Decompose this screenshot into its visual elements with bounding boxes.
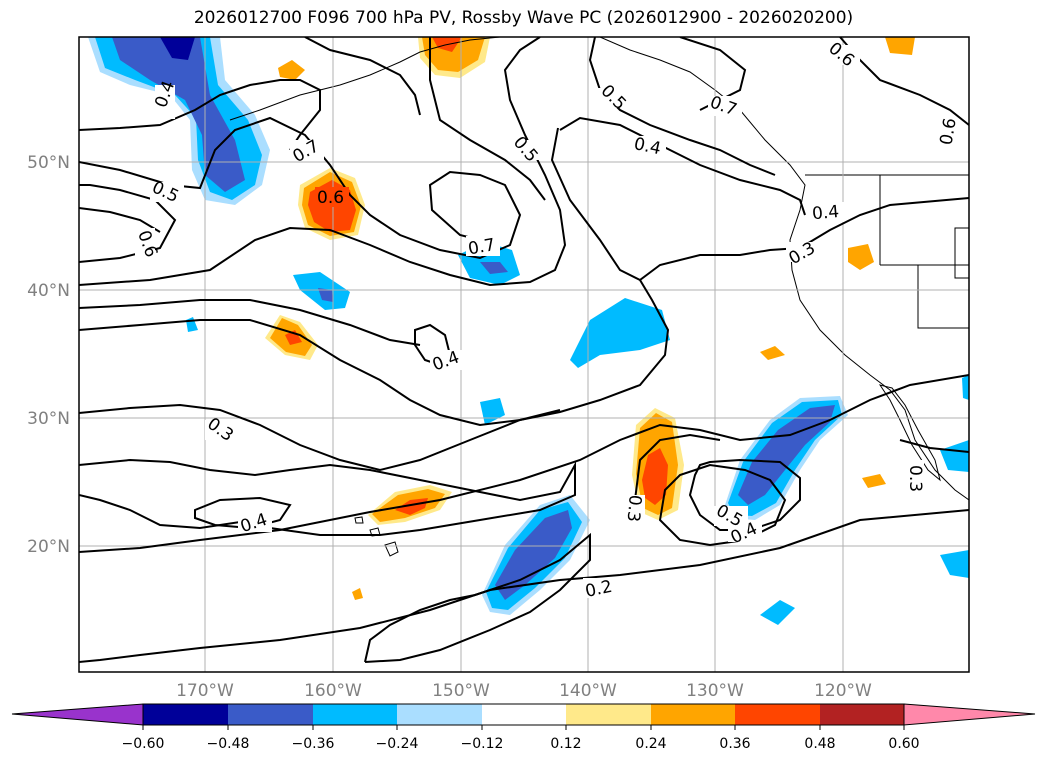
lat-label: 50°N: [27, 153, 70, 173]
positive-anomaly-region: [848, 244, 874, 270]
contour-line: [79, 37, 567, 287]
colorbar-segment: [735, 704, 820, 725]
contour-labels: 0.2 0.3 0.3 0.3 0.4 0.4 0.4 0.4 0.4 0.4 …: [133, 38, 961, 601]
colorbar-tick-label: −0.36: [292, 736, 335, 752]
colorbar-tick-label: 0.36: [719, 736, 750, 752]
colorbar-tick-label: −0.48: [207, 736, 250, 752]
colorbar: −0.60 −0.48 −0.36 −0.24 −0.12 0.12 0.24 …: [11, 703, 1036, 752]
colorbar-segment: [651, 704, 735, 725]
contour-line: [79, 319, 561, 427]
positive-anomaly-region: [885, 37, 915, 55]
positive-anomaly-region: [760, 346, 785, 360]
contour-line: [899, 439, 969, 453]
positive-anomaly-region: [278, 60, 305, 80]
negative-anomaly-region: [480, 262, 508, 274]
contour-line: [79, 509, 969, 663]
contour-line: [79, 374, 969, 553]
lon-label: 150°W: [432, 681, 490, 701]
lon-label: 130°W: [686, 681, 744, 701]
colorbar-tick-label: −0.12: [461, 736, 504, 752]
positive-anomaly-region: [862, 474, 886, 488]
lon-label: 120°W: [814, 681, 872, 701]
contour-label: 0.6: [936, 116, 960, 146]
contour-label: 0.7: [467, 235, 497, 259]
positive-anomaly-region: [352, 588, 363, 600]
contour-label: 0.3: [623, 494, 645, 523]
contour-label: 0.6: [317, 188, 344, 208]
positive-anomaly-region: [395, 498, 428, 515]
contour-line: [550, 127, 641, 281]
contour-line: [588, 37, 776, 176]
contour-line: [79, 299, 421, 346]
colorbar-low-extension: [11, 703, 144, 726]
negative-anomaly-region: [940, 440, 969, 472]
colorbar-tick-label: −0.60: [122, 736, 165, 752]
contour-line: [658, 463, 787, 547]
negative-anomaly-region: [112, 37, 245, 192]
contour-line: [429, 37, 546, 201]
contour-line: [688, 458, 801, 531]
colorbar-tick-label: 0.60: [888, 736, 919, 752]
contour-line: [79, 207, 161, 233]
colorbar-tick-label: −0.24: [376, 736, 419, 752]
negative-anomaly-region: [318, 288, 333, 302]
contour-line: [364, 532, 591, 663]
colorbar-segment: [566, 704, 651, 725]
negative-anomaly-region: [495, 510, 572, 600]
positive-anomaly-region: [642, 448, 668, 505]
colorbar-tick-label: 0.24: [635, 736, 666, 752]
negative-anomaly-region: [160, 37, 195, 60]
contour-line: [634, 433, 721, 501]
contour-label: 0.4: [811, 202, 840, 224]
colorbar-segment: [228, 704, 313, 725]
map-title: 2026012700 F096 700 hPa PV, Rossby Wave …: [193, 8, 854, 28]
lon-label: 140°W: [559, 681, 617, 701]
lon-label: 170°W: [176, 681, 234, 701]
negative-anomaly-region: [962, 375, 969, 400]
contour-label: 0.3: [905, 465, 925, 492]
colorbar-segment: [143, 704, 228, 725]
negative-anomaly-region: [738, 405, 835, 505]
contour-line: [79, 79, 321, 151]
colorbar-segment: [482, 704, 566, 725]
negative-anomaly-region: [940, 550, 969, 578]
colorbar-tick-label: 0.12: [550, 736, 581, 752]
longitude-labels: 170°W 160°W 150°W 140°W 130°W 120°W: [176, 681, 872, 701]
colorbar-segment: [397, 704, 482, 725]
colorbar-high-extension: [903, 703, 1036, 726]
negative-anomaly-region: [760, 600, 795, 625]
colorbar-segment: [313, 704, 397, 725]
contour-line: [194, 496, 292, 530]
state-borders: [805, 174, 969, 329]
contour-line: [79, 458, 576, 536]
lat-label: 30°N: [27, 409, 70, 429]
contour-line: [304, 37, 421, 116]
lat-label: 20°N: [27, 537, 70, 557]
map-border: [78, 36, 970, 673]
latitude-labels: 20°N 30°N 40°N 50°N: [27, 153, 70, 557]
lat-label: 40°N: [27, 281, 70, 301]
lon-label: 160°W: [304, 681, 362, 701]
colorbar-tick-label: 0.48: [804, 736, 835, 752]
baja-california: [878, 384, 941, 482]
positive-anomaly-region: [285, 330, 302, 345]
negative-anomaly-region: [570, 298, 670, 368]
contour-line: [559, 116, 806, 216]
contour-line: [79, 116, 522, 260]
colorbar-segment: [820, 704, 904, 725]
contour-line: [79, 184, 177, 263]
